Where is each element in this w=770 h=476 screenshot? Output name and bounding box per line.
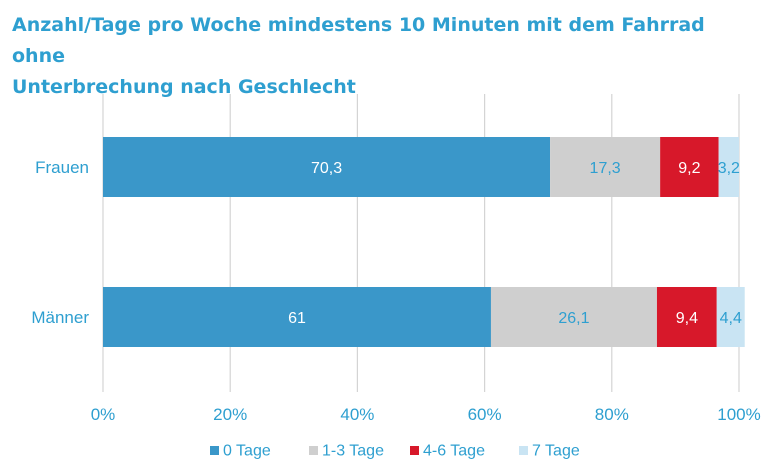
data-label-1-0: 61 bbox=[288, 310, 306, 327]
bar-segments bbox=[103, 137, 745, 347]
data-label-1-3: 4,4 bbox=[720, 310, 742, 327]
bar-segment-1-0 bbox=[103, 287, 491, 347]
bar-segment-0-1 bbox=[550, 137, 661, 197]
legend-label-0: 0 Tage bbox=[223, 443, 271, 460]
chart-title-line-2: Unterbrechung nach Geschlecht bbox=[12, 76, 356, 98]
data-labels: 70,3 17,3 9,2 3,2 61 26,1 9,4 4,4 bbox=[288, 160, 742, 327]
bar-segment-1-1 bbox=[490, 287, 657, 347]
chart-title-line-1: Anzahl/Tage pro Woche mindestens 10 Minu… bbox=[12, 14, 705, 67]
bar-segment-0-0 bbox=[103, 137, 551, 197]
x-tick-label-5: 100% bbox=[717, 405, 760, 424]
x-tick-label-2: 40% bbox=[340, 405, 374, 424]
bar-segment-0-2 bbox=[660, 137, 719, 197]
legend-swatch-1 bbox=[309, 446, 318, 455]
x-axis-tick-labels: 0% 20% 40% 60% 80% 100% bbox=[91, 405, 761, 424]
category-label-0: Frauen bbox=[35, 158, 89, 177]
x-tick-label-4: 80% bbox=[595, 405, 629, 424]
legend: 0 Tage 1-3 Tage 4-6 Tage 7 Tage bbox=[210, 443, 580, 460]
data-label-0-1: 17,3 bbox=[590, 160, 621, 177]
x-tick-label-0: 0% bbox=[91, 405, 116, 424]
chart-title: Anzahl/Tage pro Woche mindestens 10 Minu… bbox=[12, 10, 762, 103]
data-label-0-0: 70,3 bbox=[311, 160, 342, 177]
data-label-0-3: 3,2 bbox=[718, 160, 740, 177]
bar-segment-1-3 bbox=[716, 287, 745, 347]
data-label-1-2: 9,4 bbox=[676, 310, 698, 327]
bar-segment-0-3 bbox=[718, 137, 739, 197]
legend-label-2: 4-6 Tage bbox=[423, 443, 485, 460]
legend-label-1: 1-3 Tage bbox=[322, 443, 384, 460]
x-tick-label-3: 60% bbox=[468, 405, 502, 424]
x-tick-label-1: 20% bbox=[213, 405, 247, 424]
category-label-1: Männer bbox=[31, 308, 89, 327]
legend-label-3: 7 Tage bbox=[532, 443, 580, 460]
bar-segment-1-2 bbox=[656, 287, 717, 347]
data-label-1-1: 26,1 bbox=[558, 310, 589, 327]
legend-swatch-0 bbox=[210, 446, 219, 455]
data-label-0-2: 9,2 bbox=[678, 160, 700, 177]
legend-swatch-2 bbox=[410, 446, 419, 455]
legend-swatch-3 bbox=[519, 446, 528, 455]
category-labels: Frauen Männer bbox=[31, 158, 89, 327]
